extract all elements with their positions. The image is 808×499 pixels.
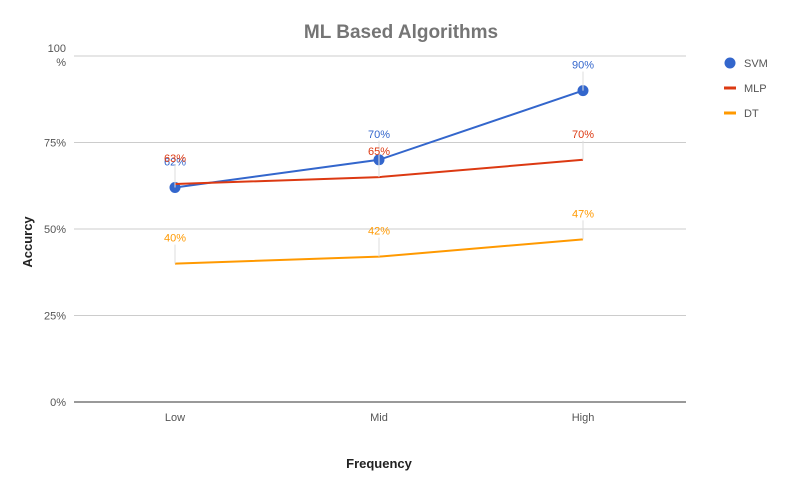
x-tick-label: Mid [370,412,388,424]
data-label: 63% [164,153,186,165]
data-label: 90% [572,60,594,72]
legend-label: DT [744,108,759,120]
data-label: 47% [572,208,594,220]
gridlines [74,55,686,403]
data-label: 62% [164,156,186,168]
data-label: 70% [368,129,390,141]
data-label: 42% [368,226,390,238]
y-tick-label: 50% [44,224,66,236]
y-tick-label-part: % [56,57,66,69]
chart-title: ML Based Algorithms [304,22,498,43]
y-tick-label-part: 100 [48,43,66,55]
y-tick-label: 100% [48,43,67,69]
x-tick-label: Low [165,412,185,424]
y-tick-label: 25% [44,311,66,323]
y-tick-label: 75% [44,138,66,150]
x-tick-label: High [572,412,595,424]
legend-label: MLP [744,83,767,95]
data-label: 70% [572,129,594,141]
legend-marker [724,57,736,69]
legend-label: SVM [744,58,768,70]
y-tick-label: 0% [50,397,66,409]
y-axis-ticks: 100 % 75% 50% 25% 0% [44,43,66,409]
y-axis-title: Accurcy [20,216,35,268]
data-labels: 62% 70% 90% 63% 65% 70% 40% 42% 47% [164,60,594,264]
data-label: 65% [368,146,390,158]
x-axis-ticks: Low Mid High [165,412,594,424]
x-axis-title: Frequency [346,456,413,471]
data-label: 40% [164,233,186,245]
legend: SVM MLP DT [724,57,768,120]
